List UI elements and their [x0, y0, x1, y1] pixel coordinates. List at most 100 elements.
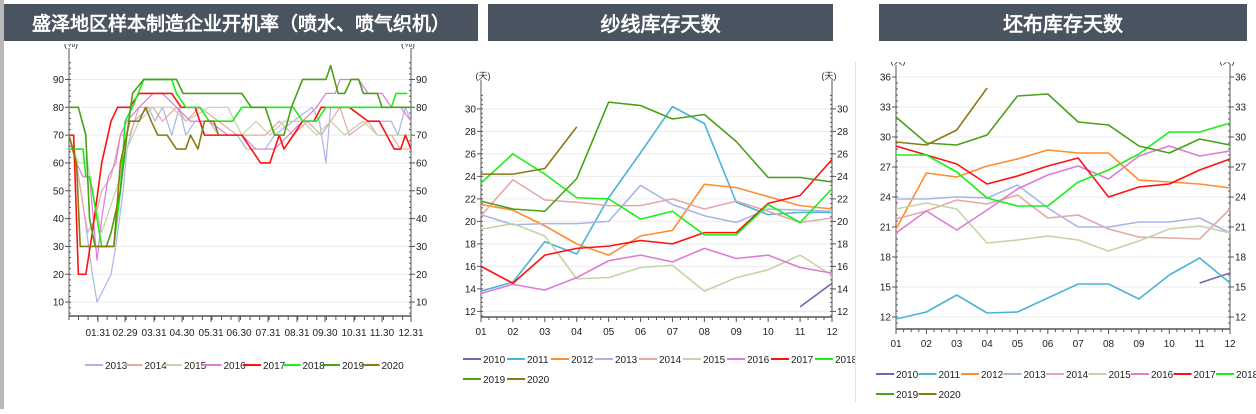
y-axis-unit-right: (%): [401, 44, 415, 49]
y-tick-label-left: 20: [53, 270, 65, 281]
y-tick-label-left: 26: [465, 149, 477, 160]
series-line-2018: [69, 78, 408, 248]
x-tick-label: 12: [1224, 339, 1236, 350]
series-line-2018: [480, 153, 833, 236]
x-tick-label: 05.31: [199, 328, 224, 339]
y-tick-label-left: 15: [880, 283, 892, 294]
series-line-2016: [895, 145, 1231, 234]
y-tick-label-right: 70: [416, 131, 428, 142]
series-line-2013: [480, 184, 833, 226]
y-tick-label-left: 10: [53, 298, 65, 309]
legend-item-2016: 2016: [1131, 370, 1174, 381]
series-line-2019: [895, 93, 1231, 154]
y-tick-label-right: 33: [1235, 103, 1247, 114]
legend-item-2017: 2017: [243, 361, 286, 372]
legend-label: 2019: [483, 375, 506, 386]
x-tick-label: 07.31: [256, 328, 281, 339]
legend-item-2018: 2018: [282, 361, 325, 372]
legend-item-2020: 2020: [918, 390, 961, 401]
series-line-2013: [896, 184, 1231, 234]
legend-label: 2020: [382, 361, 405, 372]
x-tick-label: 09: [1133, 339, 1145, 350]
y-axis-unit-left: (天): [891, 62, 906, 66]
x-tick-label: 03.31: [142, 328, 167, 339]
series-line-2020: [895, 87, 988, 146]
legend-item-2020: 2020: [361, 361, 405, 372]
legend-label: 2012: [981, 370, 1004, 381]
series-line-2014: [895, 194, 1231, 240]
legend-item-2012: 2012: [551, 355, 594, 366]
legend-label: 2016: [747, 355, 770, 366]
x-tick-label: 11: [795, 327, 806, 338]
legend-item-2015: 2015: [683, 355, 726, 366]
legend-item-2011: 2011: [918, 370, 960, 381]
x-tick-label: 01: [890, 339, 902, 350]
legend-item-2016: 2016: [203, 361, 247, 372]
legend-label: 2014: [659, 355, 682, 366]
y-tick-label-right: 80: [416, 103, 428, 114]
legend-item-2013: 2013: [595, 355, 638, 366]
y-tick-label-left: 33: [880, 103, 892, 114]
legend-item-2013: 2013: [1003, 370, 1047, 381]
legend-label: 2015: [703, 355, 726, 366]
legend-item-2017: 2017: [1173, 370, 1216, 381]
y-tick-label-left: 36: [880, 73, 892, 84]
y-tick-label-left: 24: [880, 193, 892, 204]
x-tick-label: 11: [1194, 339, 1205, 350]
series-line-2017: [480, 158, 833, 285]
greige-inventory-chart-panel: 12 12 15 15 18 18 21 21 24 24 27 27 30 30 33 33 36 36 (天) (…: [858, 56, 1256, 409]
legend-label: 2017: [791, 355, 814, 366]
y-tick-label-right: 24: [1235, 193, 1247, 204]
window-left-border: [0, 0, 4, 409]
x-tick-label: 07: [1073, 339, 1085, 350]
series-line-2017: [69, 92, 412, 276]
y-tick-label-right: 36: [1235, 73, 1247, 84]
x-tick-label: 06.30: [227, 328, 252, 339]
legend-label: 2019: [342, 361, 365, 372]
legend-label: 2013: [105, 361, 128, 372]
y-tick-label-left: 18: [465, 239, 477, 250]
series-line-2020: [68, 106, 220, 248]
chart2-title-bar: 纱线库存天数: [488, 4, 833, 41]
x-tick-label: 12.31: [398, 328, 423, 339]
x-tick-label: 02.29: [113, 328, 138, 339]
x-tick-label: 09.30: [313, 328, 338, 339]
series-line-2015: [480, 222, 833, 292]
y-tick-label-left: 21: [880, 223, 892, 234]
legend-item-2019: 2019: [463, 375, 506, 386]
y-tick-label-left: 50: [53, 186, 65, 197]
y-tick-label-right: 30: [416, 242, 428, 253]
legend-item-2014: 2014: [124, 361, 167, 372]
x-tick-label: 05: [603, 327, 615, 338]
x-tick-label: 07: [667, 327, 679, 338]
y-tick-label-left: 28: [465, 127, 477, 138]
legend-item-2016: 2016: [727, 355, 770, 366]
series-line-2016: [480, 247, 833, 295]
chart1-title-bar: 盛泽地区样本制造企业开机率（喷水、喷气织机）: [4, 4, 478, 41]
x-tick-label: 09: [731, 327, 743, 338]
y-tick-label-left: 16: [465, 262, 477, 273]
legend-label: 2013: [1024, 370, 1047, 381]
x-tick-label: 05: [1012, 339, 1024, 350]
x-tick-label: 06: [1042, 339, 1054, 350]
y-tick-label-right: 30: [837, 104, 849, 115]
legend-label: 2011: [527, 355, 549, 366]
y-tick-label-left: 90: [53, 75, 65, 86]
legend-label: 2016: [1151, 370, 1174, 381]
legend-label: 2015: [184, 361, 207, 372]
legend-item-2020: 2020: [507, 375, 550, 386]
legend-label: 2016: [224, 361, 247, 372]
y-tick-label-right: 21: [1235, 223, 1247, 234]
y-tick-label-right: 22: [837, 194, 849, 205]
series-line-2015: [895, 202, 1231, 252]
greige-inventory-chart: 12 12 15 15 18 18 21 21 24 24 27 27 30 30 33 33 36 36 (天) (…: [876, 56, 1256, 401]
y-tick-label-right: 60: [416, 158, 428, 169]
legend-item-2011: 2011: [507, 355, 549, 366]
y-tick-label-right: 28: [837, 127, 849, 138]
y-tick-label-right: 30: [1235, 133, 1247, 144]
y-tick-label-right: 12: [1235, 313, 1247, 324]
x-tick-label: 04: [982, 339, 994, 350]
legend-label: 2019: [896, 390, 919, 401]
y-axis-unit-left: (%): [64, 44, 78, 49]
